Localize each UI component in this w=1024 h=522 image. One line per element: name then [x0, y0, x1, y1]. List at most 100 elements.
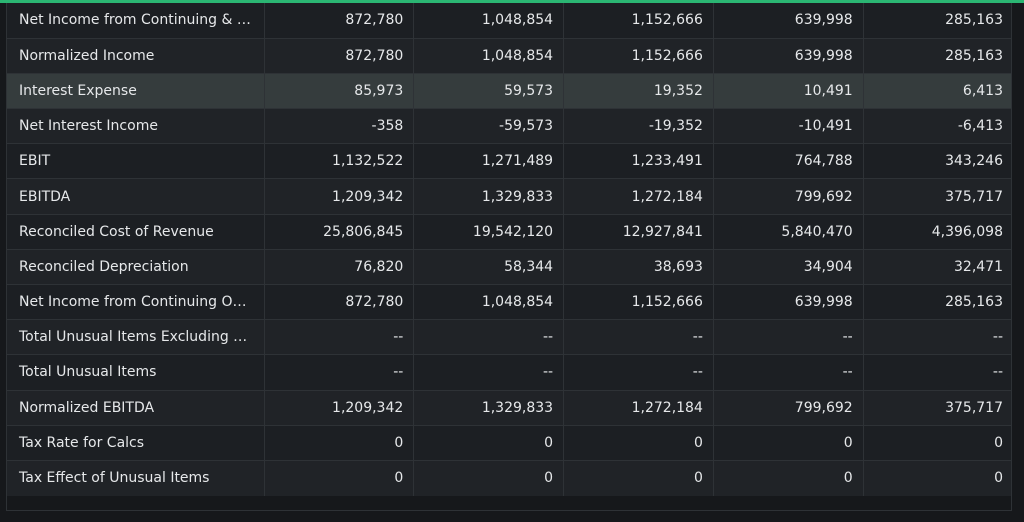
row-value: 872,780 [264, 38, 415, 74]
row-label: EBITDA [7, 178, 265, 215]
row-value: -- [713, 319, 864, 356]
row-value: 1,209,342 [264, 178, 415, 215]
financials-table: Net Income from Continuing & D... 872,780… [7, 3, 1011, 496]
row-value: 1,152,666 [563, 38, 714, 74]
row-value: -- [563, 354, 714, 391]
row-label: EBIT [7, 143, 265, 180]
table-row[interactable]: Reconciled Depreciation 76,820 58,344 38,69… [7, 249, 1011, 286]
table-row[interactable]: EBIT 1,132,522 1,271,489 1,233,491 764,788 34… [7, 143, 1011, 180]
row-value: 10,491 [713, 73, 864, 110]
row-label: Net Income from Continuing & D... [7, 3, 265, 39]
table-row[interactable]: Tax Effect of Unusual Items 0 0 0 0 0 [7, 460, 1011, 496]
accent-bar [0, 0, 1024, 3]
row-value: 34,904 [713, 249, 864, 286]
row-value: 32,471 [863, 249, 1011, 286]
row-value: -- [563, 319, 714, 356]
row-value: 1,329,833 [413, 390, 565, 426]
row-value: -358 [264, 108, 415, 145]
row-value: -10,491 [713, 108, 864, 145]
row-label: Reconciled Depreciation [7, 249, 265, 286]
row-value: 1,209,342 [264, 390, 415, 426]
financials-table-body: Net Income from Continuing & D... 872,780… [7, 3, 1011, 496]
row-value: -- [413, 319, 565, 356]
row-value: 872,780 [264, 284, 415, 321]
row-label: Net Income from Continuing Op... [7, 284, 265, 321]
row-label: Tax Rate for Calcs [7, 425, 265, 461]
row-value: 639,998 [713, 3, 864, 39]
row-label: Net Interest Income [7, 108, 265, 145]
row-value: 639,998 [713, 38, 864, 74]
table-row[interactable]: Interest Expense 85,973 59,573 19,352 10,491… [7, 73, 1011, 110]
row-value: 799,692 [713, 390, 864, 426]
row-value: -6,413 [863, 108, 1011, 145]
row-value: -19,352 [563, 108, 714, 145]
row-value: 285,163 [863, 284, 1011, 321]
row-value: 85,973 [264, 73, 415, 110]
row-label: Tax Effect of Unusual Items [7, 460, 265, 496]
row-value: 375,717 [863, 390, 1011, 426]
row-value: 19,352 [563, 73, 714, 110]
row-value: 343,246 [863, 143, 1011, 180]
row-value: 0 [264, 460, 415, 496]
row-value: 375,717 [863, 178, 1011, 215]
row-value: 0 [713, 425, 864, 461]
row-value: 1,048,854 [413, 284, 565, 321]
row-value: 58,344 [413, 249, 565, 286]
row-value: 285,163 [863, 38, 1011, 74]
financials-table-container: Net Income from Continuing & D... 872,780… [6, 3, 1012, 511]
row-value: 76,820 [264, 249, 415, 286]
row-value: 0 [264, 425, 415, 461]
row-value: 1,132,522 [264, 143, 415, 180]
row-value: 59,573 [413, 73, 565, 110]
row-value: 1,233,491 [563, 143, 714, 180]
row-value: 0 [863, 460, 1011, 496]
table-row[interactable]: Normalized Income 872,780 1,048,854 1,152,6… [7, 38, 1011, 74]
row-value: 1,152,666 [563, 284, 714, 321]
row-value: -59,573 [413, 108, 565, 145]
table-row[interactable]: Net Income from Continuing & D... 872,780… [7, 3, 1011, 39]
row-label: Total Unusual Items [7, 354, 265, 391]
row-value: 5,840,470 [713, 214, 864, 250]
row-label: Reconciled Cost of Revenue [7, 214, 265, 250]
row-value: -- [264, 319, 415, 356]
row-value: 0 [413, 425, 565, 461]
table-row[interactable]: Tax Rate for Calcs 0 0 0 0 0 [7, 425, 1011, 461]
row-value: -- [863, 354, 1011, 391]
table-row[interactable]: Total Unusual Items Excluding G... -- -- --… [7, 319, 1011, 356]
row-value: 1,048,854 [413, 3, 565, 39]
row-value: 0 [713, 460, 864, 496]
row-value: 19,542,120 [413, 214, 565, 250]
row-value: -- [863, 319, 1011, 356]
row-label: Normalized EBITDA [7, 390, 265, 426]
row-value: 799,692 [713, 178, 864, 215]
row-value: 0 [413, 460, 565, 496]
table-row[interactable]: Total Unusual Items -- -- -- -- -- [7, 354, 1011, 391]
table-row[interactable]: EBITDA 1,209,342 1,329,833 1,272,184 799,692… [7, 178, 1011, 215]
row-value: 1,272,184 [563, 390, 714, 426]
table-row[interactable]: Reconciled Cost of Revenue 25,806,845 19,5… [7, 214, 1011, 250]
row-value: 12,927,841 [563, 214, 714, 250]
row-value: -- [713, 354, 864, 391]
row-value: 872,780 [264, 3, 415, 39]
row-value: 639,998 [713, 284, 864, 321]
row-label: Total Unusual Items Excluding G... [7, 319, 265, 356]
row-label: Interest Expense [7, 73, 265, 110]
row-value: 0 [863, 425, 1011, 461]
row-value: 25,806,845 [264, 214, 415, 250]
row-value: 764,788 [713, 143, 864, 180]
row-value: 1,152,666 [563, 3, 714, 39]
row-value: 0 [563, 425, 714, 461]
row-value: 1,272,184 [563, 178, 714, 215]
row-value: 1,271,489 [413, 143, 565, 180]
row-label: Normalized Income [7, 38, 265, 74]
table-row[interactable]: Net Income from Continuing Op... 872,780 1… [7, 284, 1011, 321]
row-value: 285,163 [863, 3, 1011, 39]
row-value: 38,693 [563, 249, 714, 286]
row-value: 4,396,098 [863, 214, 1011, 250]
row-value: -- [264, 354, 415, 391]
row-value: 1,329,833 [413, 178, 565, 215]
row-value: 0 [563, 460, 714, 496]
table-row[interactable]: Normalized EBITDA 1,209,342 1,329,833 1,272… [7, 390, 1011, 426]
row-value: 6,413 [863, 73, 1011, 110]
table-row[interactable]: Net Interest Income -358 -59,573 -19,352 -10… [7, 108, 1011, 145]
